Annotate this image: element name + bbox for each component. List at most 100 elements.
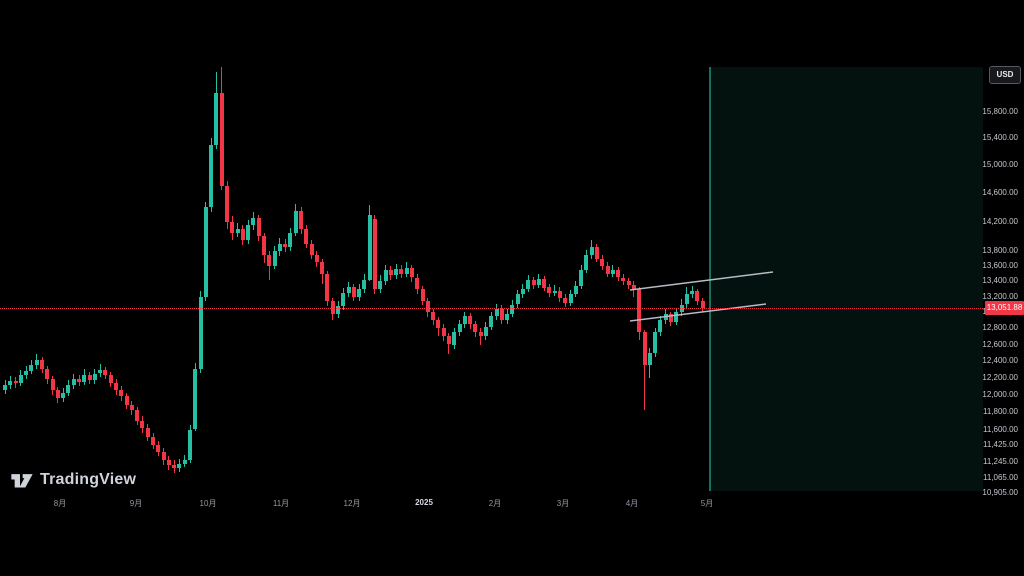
candle-body — [436, 320, 441, 329]
candle-body — [415, 277, 420, 289]
price-tick-label: 14,600.00 — [982, 188, 1018, 198]
time-tick-label: 3月 — [556, 499, 570, 508]
candle-body — [399, 269, 404, 274]
candle-body — [240, 229, 245, 240]
candle-body — [536, 279, 541, 286]
candle-body — [246, 225, 251, 240]
candle-body — [573, 285, 578, 295]
candle-body — [161, 451, 166, 461]
candle-body — [8, 381, 13, 386]
candle-body — [50, 379, 55, 391]
candle-body — [24, 371, 29, 376]
candle-body — [351, 287, 356, 297]
currency-usd-button[interactable]: USD — [989, 66, 1021, 84]
tradingview-logo-text: TradingView — [40, 470, 137, 488]
candle-body — [441, 328, 446, 337]
candle-body — [40, 360, 44, 370]
candle-body — [409, 267, 414, 278]
candle-body — [600, 258, 605, 266]
candle-body — [483, 326, 488, 337]
candle-body — [468, 316, 473, 325]
candle-body — [13, 381, 18, 383]
candle-body — [219, 92, 224, 187]
candle-body — [61, 393, 66, 399]
candle-body — [563, 298, 568, 303]
candle-body — [489, 316, 494, 327]
candle-body — [647, 352, 652, 366]
candle-body — [494, 308, 499, 317]
time-tick-label: 2月 — [488, 499, 502, 508]
candle-body — [151, 436, 155, 445]
candle-body — [457, 324, 462, 333]
candle-body — [547, 287, 552, 293]
candle-body — [420, 289, 425, 301]
time-tick-label: 8月 — [53, 499, 67, 508]
candle-body — [346, 287, 351, 293]
candle-body — [499, 308, 504, 321]
candle-body — [653, 332, 658, 353]
candle-body — [145, 427, 150, 437]
time-tick-label: 5月 — [700, 499, 714, 508]
time-tick-label: 4月 — [625, 499, 639, 508]
price-tick-label: 13,800.00 — [982, 246, 1018, 256]
price-tick-label: 11,600.00 — [983, 424, 1018, 434]
candle-body — [314, 254, 319, 263]
candle-body — [473, 324, 478, 333]
candle-body — [34, 360, 39, 366]
candle-body — [77, 379, 81, 382]
candle-body — [621, 277, 626, 282]
current-price-line — [0, 307, 983, 309]
tradingview-logo[interactable]: TradingView — [10, 470, 136, 489]
candle-body — [182, 460, 187, 464]
candle-body — [293, 210, 298, 233]
candle-body — [140, 420, 145, 428]
candle-body — [552, 290, 557, 293]
candle-body — [87, 375, 92, 381]
candle-body — [235, 229, 240, 233]
candle-body — [668, 314, 673, 322]
candle-body — [135, 410, 140, 421]
tradingview-logo-icon — [10, 470, 34, 489]
candle-body — [225, 186, 229, 222]
candle-body — [367, 214, 372, 280]
candle-wick — [480, 328, 482, 345]
price-tick-label: 12,600.00 — [982, 339, 1018, 349]
time-tick-label: 12月 — [343, 499, 361, 508]
candle-body — [674, 312, 679, 322]
candles-layer — [3, 67, 705, 473]
candle-body — [404, 267, 409, 274]
candle-body — [584, 254, 589, 270]
current-price-label: 13,051.88 — [985, 301, 1024, 316]
candle-body — [172, 464, 177, 469]
candle-body — [557, 290, 562, 299]
candle-body — [542, 279, 547, 288]
candle-body — [188, 429, 192, 461]
price-tick-label: 14,200.00 — [982, 216, 1018, 226]
candle-body — [256, 218, 261, 237]
candle-body — [663, 314, 668, 321]
price-axis[interactable]: USD 13,051.88 15,800.00 15,400.00 15,000.0… — [982, 0, 1024, 497]
chart-plot-area[interactable] — [0, 0, 983, 494]
price-tick-label: 15,800.00 — [982, 107, 1018, 116]
candle-body — [631, 285, 636, 289]
candle-body — [108, 375, 113, 383]
candle-body — [520, 289, 525, 295]
candle-body — [637, 289, 642, 333]
candle-body — [283, 243, 288, 248]
candle-body — [71, 379, 76, 386]
time-axis[interactable]: 8月 9月 10月 11月 12月 2025 2月 3月 4月 5月 — [0, 494, 1024, 520]
candle-body — [658, 320, 663, 333]
candle-body — [309, 243, 314, 255]
candle-body — [616, 269, 621, 278]
candle-body — [119, 390, 124, 397]
price-tick-label: 15,400.00 — [982, 133, 1018, 143]
candle-body — [568, 294, 573, 303]
candle-body — [45, 369, 50, 380]
candle-body — [341, 292, 346, 307]
candle-wick — [554, 285, 556, 296]
candle-body — [124, 396, 129, 405]
time-tick-label: 9月 — [129, 499, 143, 508]
candle-body — [515, 294, 520, 305]
candle-body — [594, 247, 599, 259]
